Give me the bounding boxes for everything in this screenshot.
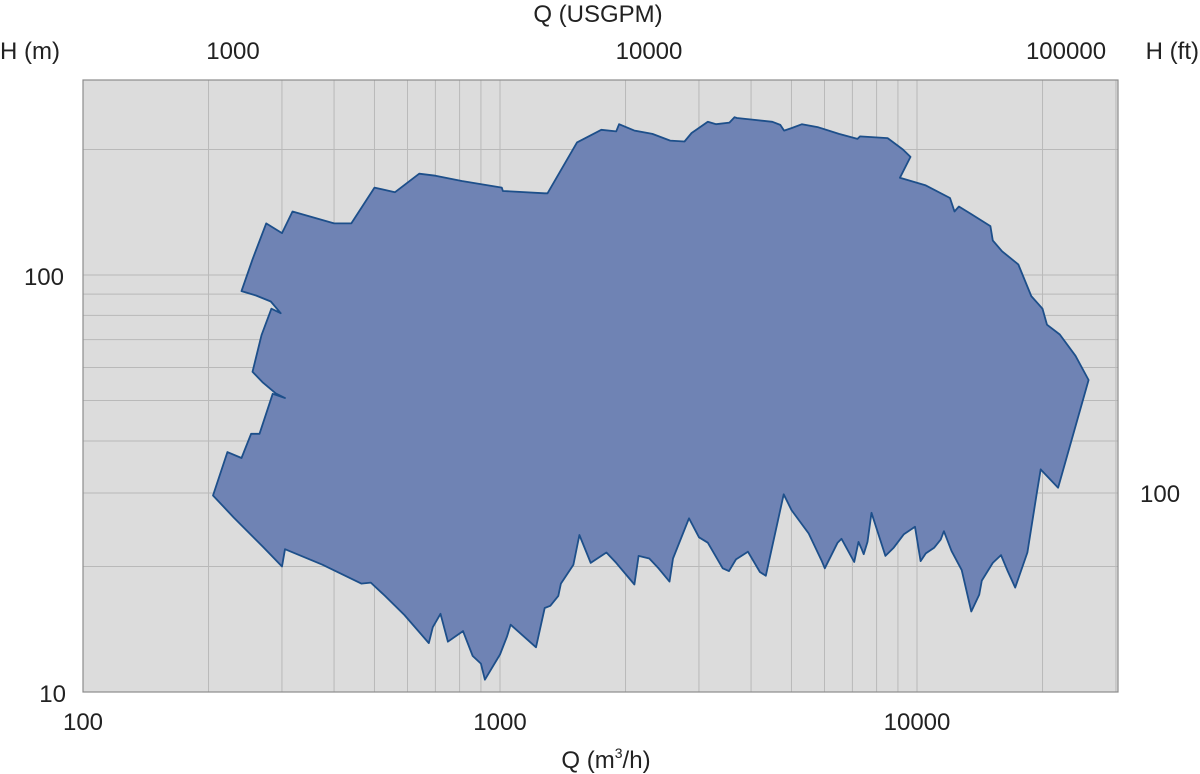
right-tick-label: 100 (1140, 481, 1180, 508)
right-axis-title: H (ft) (1146, 38, 1199, 65)
bottom-tick-label: 10000 (884, 709, 951, 736)
left-axis-title: H (m) (0, 38, 60, 65)
bottom-tick-label: 100 (63, 709, 103, 736)
plot-frame (82, 79, 1119, 693)
bottom-axis-title-prefix: Q (m (561, 747, 614, 774)
left-tick-label: 100 (24, 264, 64, 291)
bottom-axis-title-suffix: /h) (623, 747, 651, 774)
top-axis-title: Q (USGPM) (533, 1, 662, 28)
top-tick-label: 100000 (1026, 38, 1106, 65)
top-tick-label: 10000 (616, 38, 683, 65)
bottom-tick-label: 1000 (473, 709, 526, 736)
operating-range-area (212, 116, 1090, 681)
bottom-axis-title: Q (m3/h) (561, 745, 650, 774)
bottom-axis-title-sup: 3 (615, 745, 623, 761)
top-tick-label: 1000 (206, 38, 259, 65)
left-tick-label: 10 (39, 681, 66, 708)
